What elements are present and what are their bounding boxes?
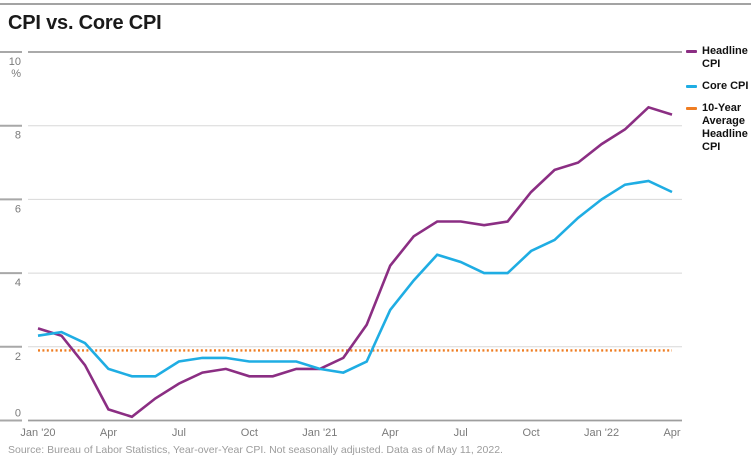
page-title: CPI vs. Core CPI bbox=[8, 12, 162, 34]
x-tick-label: Jan '20 bbox=[20, 427, 55, 439]
legend-item-headline-cpi: Headline CPI bbox=[686, 45, 750, 71]
x-tick-label: Apr bbox=[663, 427, 680, 439]
x-tick-label: Oct bbox=[523, 427, 540, 439]
legend-swatch-ten-year-average-headline-cpi bbox=[686, 107, 697, 110]
legend-item-ten-year-average-headline-cpi: 10-Year Average Headline CPI bbox=[686, 102, 750, 154]
y-tick-label: 6 bbox=[15, 203, 21, 215]
y-tick-label: 10 bbox=[9, 56, 21, 68]
y-tick-label: 2 bbox=[15, 351, 21, 363]
x-tick-label: Jan '22 bbox=[584, 427, 619, 439]
x-tick-label: Jul bbox=[172, 427, 186, 439]
y-tick-label: 8 bbox=[15, 130, 21, 142]
legend: Headline CPI Core CPI 10-Year Average Head… bbox=[686, 45, 750, 163]
cpi-line-chart: 0 2 4 6 8 10% Jan '20 Apr Jul Oct Jan '21 Apr Jul Oct… bbox=[0, 51, 682, 439]
core-cpi-line bbox=[37, 179, 673, 378]
y-tick-label: 0 bbox=[15, 408, 21, 420]
legend-label-core-cpi: Core CPI bbox=[702, 80, 749, 92]
x-tick-label: Jul bbox=[454, 427, 468, 439]
legend-swatch-headline-cpi bbox=[686, 50, 697, 53]
x-tick-label: Apr bbox=[382, 427, 399, 439]
y-axis-unit: % bbox=[11, 68, 21, 80]
x-tick-label: Jan '21 bbox=[302, 427, 337, 439]
legend-item-core-cpi: Core CPI bbox=[686, 80, 750, 93]
source-note: Source: Bureau of Labor Statistics, Year… bbox=[8, 444, 503, 456]
legend-label-headline-cpi: Headline CPI bbox=[702, 45, 748, 70]
chart-area: 0 2 4 6 8 10% Jan '20 Apr Jul Oct Jan '21 Apr Jul Oct… bbox=[0, 45, 751, 440]
y-tick-label: 4 bbox=[15, 277, 21, 289]
x-tick-label: Oct bbox=[241, 427, 258, 439]
chart-page: CPI vs. Core CPI 0 2 4 6 8 10% Jan '20 Apr Jul Oc… bbox=[0, 3, 751, 457]
top-border-rule bbox=[0, 3, 751, 5]
x-tick-label: Apr bbox=[100, 427, 117, 439]
legend-swatch-core-cpi bbox=[686, 85, 697, 88]
headline-cpi-line bbox=[37, 105, 673, 419]
legend-label-ten-year-average-headline-cpi: 10-Year Average Headline CPI bbox=[702, 102, 748, 153]
